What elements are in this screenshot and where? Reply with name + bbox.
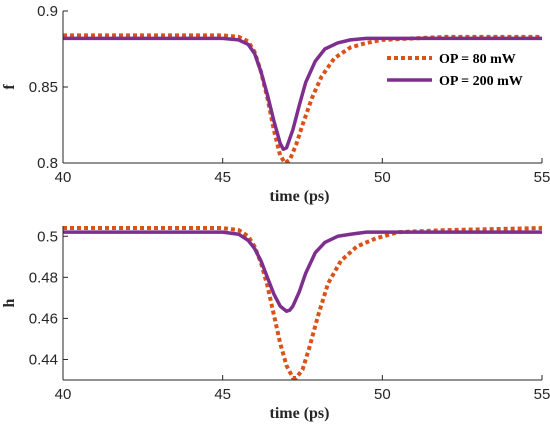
x-tick-label: 40 [55,386,72,403]
legend: OP = 80 mW OP = 200 mW [387,52,523,89]
x-tick-label: 55 [534,386,550,403]
legend-label: OP = 200 mW [439,74,523,89]
y-axis-label: h [1,298,18,307]
x-tick-label: 50 [374,386,391,403]
y-tick-label: 0.85 [29,79,58,96]
y-axis-label: f [1,84,18,90]
series-line-op-200mw [63,36,542,152]
x-axis-label: time (ps) [270,405,330,422]
series-line-op-200mw [63,230,542,313]
y-tick-label: 0.5 [37,228,58,245]
y-tick-label: 0.9 [37,3,58,20]
x-tick-label: 45 [214,169,231,186]
y-tick-label: 0.48 [29,269,58,286]
x-axis-label: time (ps) [270,188,330,205]
y-tick-label: 0.8 [37,155,58,172]
y-tick-label: 0.46 [29,310,58,327]
y-tick-label: 0.44 [29,351,58,368]
series-line-op-80mw [63,226,542,380]
x-tick-label: 55 [534,169,550,186]
x-tick-label: 45 [214,386,231,403]
legend-label: OP = 80 mW [439,52,516,67]
chart-panel-2: 40 45 50 55 0.44 0.46 0.48 0.5 time (ps) h [1,226,550,422]
series-line-op-80mw [63,33,542,163]
x-tick-label: 50 [374,169,391,186]
x-tick-label: 40 [55,169,72,186]
